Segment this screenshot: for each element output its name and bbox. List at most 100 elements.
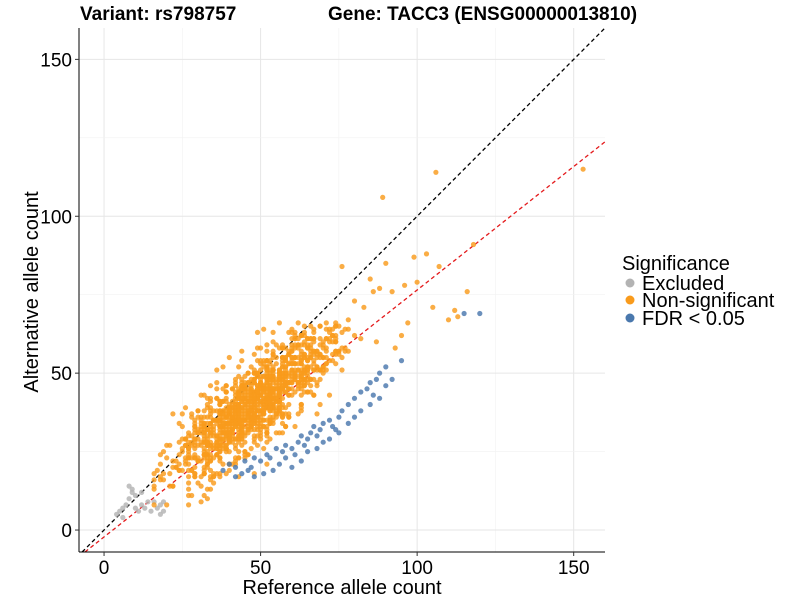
point-fdr-0-05	[264, 452, 270, 458]
point-non-significant	[251, 380, 257, 386]
point-non-significant	[236, 449, 242, 455]
point-non-significant	[239, 395, 245, 401]
point-non-significant	[217, 423, 223, 430]
point-non-significant	[308, 376, 314, 382]
point-non-significant	[345, 348, 351, 354]
point-fdr-0-05	[373, 376, 379, 382]
legend: Significance Excluded Non-significant FD…	[622, 253, 775, 330]
x-tick-label: 0	[99, 558, 110, 579]
point-non-significant	[264, 358, 270, 364]
point-non-significant	[326, 392, 333, 398]
point-non-significant	[311, 339, 317, 345]
grid-lines	[79, 28, 605, 552]
point-fdr-0-05	[305, 436, 311, 442]
point-non-significant	[226, 423, 232, 430]
x-tick-label: 100	[401, 558, 433, 579]
point-non-significant	[204, 464, 210, 470]
point-fdr-0-05	[289, 445, 295, 452]
point-non-significant	[333, 323, 339, 329]
point-non-significant	[405, 320, 411, 326]
point-excluded	[160, 499, 167, 505]
point-non-significant	[182, 442, 189, 448]
point-fdr-0-05	[267, 455, 273, 461]
point-fdr-0-05	[326, 436, 333, 442]
point-fdr-0-05	[308, 430, 314, 436]
point-non-significant	[229, 414, 235, 420]
point-excluded	[139, 489, 145, 495]
point-non-significant	[314, 411, 320, 417]
point-non-significant	[217, 455, 223, 461]
point-non-significant	[383, 260, 389, 266]
point-fdr-0-05	[320, 439, 326, 445]
point-non-significant	[258, 358, 264, 364]
point-non-significant	[295, 345, 301, 351]
point-non-significant	[286, 373, 292, 379]
point-non-significant	[204, 414, 210, 420]
point-non-significant	[220, 461, 226, 467]
point-non-significant	[333, 361, 339, 367]
point-fdr-0-05	[283, 455, 289, 461]
point-fdr-0-05	[317, 427, 323, 433]
point-fdr-0-05	[258, 458, 264, 464]
point-non-significant	[251, 370, 257, 376]
point-non-significant	[179, 423, 185, 430]
point-non-significant	[336, 348, 342, 354]
point-fdr-0-05	[370, 392, 376, 398]
point-fdr-0-05	[461, 310, 467, 317]
legend-label-non-significant: Non-significant	[642, 290, 775, 312]
point-fdr-0-05	[389, 376, 395, 382]
point-non-significant	[370, 289, 376, 295]
point-non-significant	[279, 405, 286, 411]
point-non-significant	[236, 427, 242, 433]
point-non-significant	[254, 398, 261, 404]
point-non-significant	[317, 323, 323, 329]
legend-label-fdr: FDR < 0.05	[642, 308, 745, 330]
point-fdr-0-05	[333, 427, 339, 433]
point-fdr-0-05	[345, 401, 351, 408]
point-non-significant	[170, 483, 176, 489]
point-non-significant	[264, 439, 270, 445]
point-fdr-0-05	[311, 423, 317, 430]
point-non-significant	[292, 329, 298, 335]
point-fdr-0-05	[251, 474, 257, 480]
point-non-significant	[239, 383, 245, 389]
point-excluded	[123, 502, 129, 508]
point-non-significant	[470, 241, 477, 248]
point-non-significant	[351, 298, 358, 304]
point-fdr-0-05	[283, 442, 289, 448]
point-non-significant	[301, 370, 307, 376]
point-non-significant	[264, 430, 270, 436]
point-non-significant	[167, 442, 173, 448]
point-non-significant	[452, 307, 458, 313]
point-non-significant	[261, 386, 267, 392]
point-non-significant	[276, 367, 282, 373]
point-non-significant	[311, 361, 317, 367]
point-non-significant	[317, 342, 323, 348]
point-non-significant	[232, 436, 239, 442]
point-non-significant	[214, 367, 220, 373]
point-non-significant	[170, 458, 176, 464]
point-excluded	[129, 486, 135, 492]
point-non-significant	[201, 445, 207, 452]
x-tick-label: 50	[250, 558, 271, 579]
point-non-significant	[186, 449, 192, 455]
point-non-significant	[179, 445, 185, 452]
point-fdr-0-05	[377, 370, 383, 376]
point-non-significant	[258, 417, 264, 423]
point-fdr-0-05	[351, 414, 358, 420]
point-non-significant	[242, 373, 248, 379]
point-non-significant	[301, 323, 307, 329]
point-non-significant	[270, 348, 276, 354]
point-non-significant	[436, 263, 442, 270]
point-non-significant	[198, 442, 204, 448]
point-non-significant	[198, 414, 204, 420]
point-non-significant	[182, 461, 189, 467]
point-non-significant	[239, 358, 245, 364]
point-non-significant	[207, 405, 214, 411]
point-excluded	[148, 508, 154, 514]
point-non-significant	[251, 411, 257, 417]
point-non-significant	[261, 423, 267, 430]
point-non-significant	[245, 430, 251, 436]
point-non-significant	[195, 480, 201, 486]
point-non-significant	[223, 389, 229, 395]
